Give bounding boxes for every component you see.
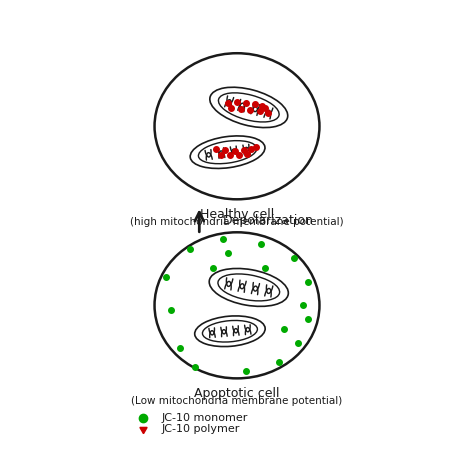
Text: Depolarization: Depolarization [223, 214, 314, 227]
Ellipse shape [218, 274, 280, 301]
Ellipse shape [155, 232, 319, 378]
Ellipse shape [209, 268, 288, 306]
Ellipse shape [155, 53, 319, 199]
Text: JC-10 polymer: JC-10 polymer [162, 424, 240, 434]
Text: (high mitochondria membrane potential): (high mitochondria membrane potential) [130, 217, 344, 227]
Text: JC-10 monomer: JC-10 monomer [162, 413, 248, 423]
Ellipse shape [219, 93, 279, 122]
Text: (Low mitochondria membrane potential): (Low mitochondria membrane potential) [131, 396, 343, 406]
Ellipse shape [202, 320, 257, 342]
Text: Healthy cell: Healthy cell [200, 208, 274, 221]
Ellipse shape [190, 136, 265, 168]
Ellipse shape [210, 87, 288, 128]
Ellipse shape [199, 141, 257, 164]
Text: Apoptotic cell: Apoptotic cell [194, 387, 280, 400]
Ellipse shape [195, 316, 265, 346]
